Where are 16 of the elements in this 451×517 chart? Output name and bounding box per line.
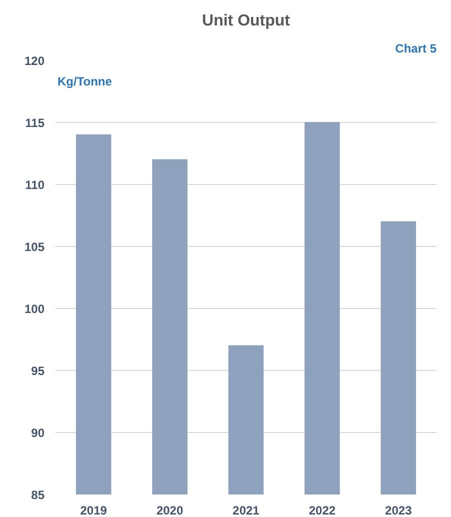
x-tick-label: 2022 xyxy=(308,504,336,517)
y-tick-label: 100 xyxy=(24,302,45,316)
y-tick-label: 115 xyxy=(25,116,45,130)
x-tick-label: 2020 xyxy=(156,504,184,517)
caption: Chart 5 xyxy=(395,42,437,56)
y-tick-label: 85 xyxy=(31,488,45,502)
y-tick-label: 105 xyxy=(24,240,45,254)
y-tick-label: 90 xyxy=(31,426,45,440)
chart-title: Unit Output xyxy=(202,12,291,30)
x-tick-label: 2019 xyxy=(80,504,108,517)
y-tick-label: 120 xyxy=(24,54,45,68)
y-tick-label: 110 xyxy=(25,178,45,192)
x-tick-label: 2021 xyxy=(232,504,260,517)
y-axis-title: Kg/Tonne xyxy=(58,74,112,88)
y-tick-label: 95 xyxy=(31,364,45,378)
x-tick-label: 2023 xyxy=(385,504,412,517)
